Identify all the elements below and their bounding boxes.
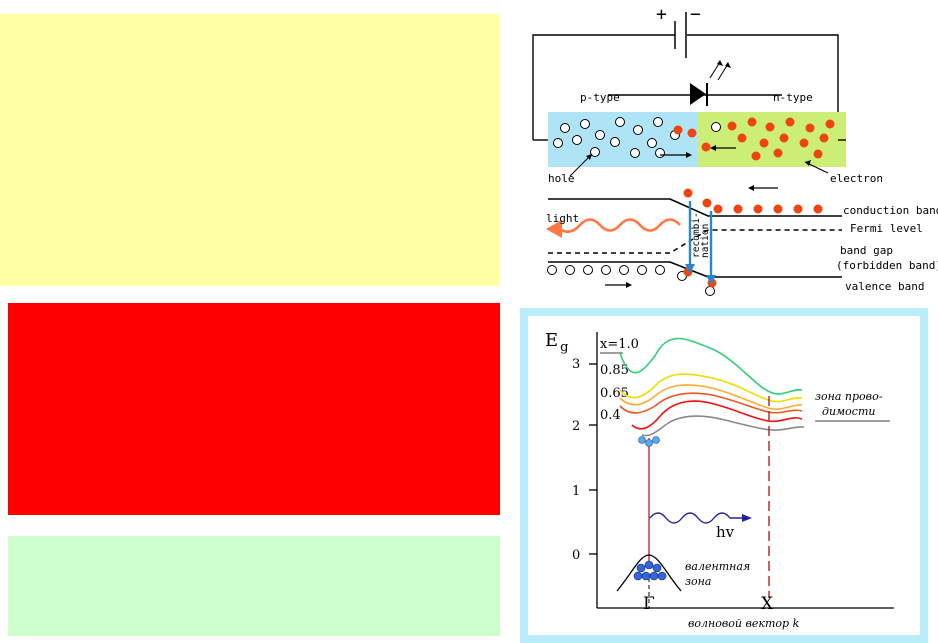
y-tick-2: 2 — [572, 419, 580, 434]
light-wave-icon — [546, 218, 681, 238]
diode-icon — [690, 60, 731, 106]
hole-label: hole — [548, 172, 575, 185]
valence-band-label: valence band — [845, 280, 924, 293]
electron-flow-arrow — [748, 185, 778, 191]
drift-arrows — [660, 145, 736, 158]
gamma-electrons — [638, 436, 660, 447]
electron-label: electron — [830, 172, 883, 185]
light-label: light — [546, 212, 579, 225]
y-tick-0: 0 — [572, 548, 580, 563]
green-block — [8, 536, 500, 636]
y-tick-3: 3 — [572, 357, 580, 372]
conduction-zone-label-1: зона прово- — [815, 390, 883, 403]
valence-band-curve — [616, 554, 682, 592]
composition-0-4: 0.4 — [600, 408, 621, 423]
red-block — [8, 303, 500, 515]
battery-plus-label: + — [656, 4, 667, 25]
light-blue-frame — [520, 308, 928, 643]
conduction-zone-label-2: димости — [822, 405, 875, 418]
recombination-label-2: nation — [700, 224, 711, 258]
led-diagram: + − p-type n-type hole — [532, 4, 938, 296]
wave-vector-label: волновой вектор k — [688, 617, 800, 630]
y-tick-1: 1 — [572, 484, 580, 499]
electrons-group — [673, 117, 835, 161]
photon-label: hv — [716, 523, 735, 541]
recombination-label-1: recombi- — [691, 212, 702, 258]
valence-zone-label-1: валентная — [685, 560, 750, 573]
gamma-point-label: Γ — [643, 594, 655, 614]
valence-zone-label-2: зона — [685, 575, 711, 588]
conduction-band-label: conduction band — [843, 204, 938, 217]
conduction-electrons — [683, 188, 823, 214]
valence-holes — [633, 560, 667, 581]
circuit-wire — [532, 34, 839, 140]
valence-holes — [547, 265, 715, 296]
p-type-label: p-type — [580, 91, 620, 104]
composition-x-1-0: x=1.0 — [600, 337, 639, 352]
photon-wave-icon — [649, 512, 752, 524]
hole-flow-arrow — [605, 282, 632, 288]
battery-icon — [674, 12, 687, 58]
n-type-label: n-type — [773, 91, 813, 104]
composition-0-85: 0.85 — [600, 363, 629, 378]
recombination-arrows — [688, 201, 713, 275]
yellow-block — [0, 14, 500, 286]
fermi-level-label: Fermi level — [850, 222, 923, 235]
conduction-band-curves — [619, 337, 805, 437]
forbidden-band-label: (forbidden band) — [836, 259, 938, 272]
battery-minus-label: − — [690, 4, 701, 25]
composition-0-65: 0.65 — [600, 386, 629, 401]
axes — [589, 332, 894, 609]
band-gap-label: band gap — [840, 244, 893, 257]
x-point-label: X — [761, 594, 774, 614]
